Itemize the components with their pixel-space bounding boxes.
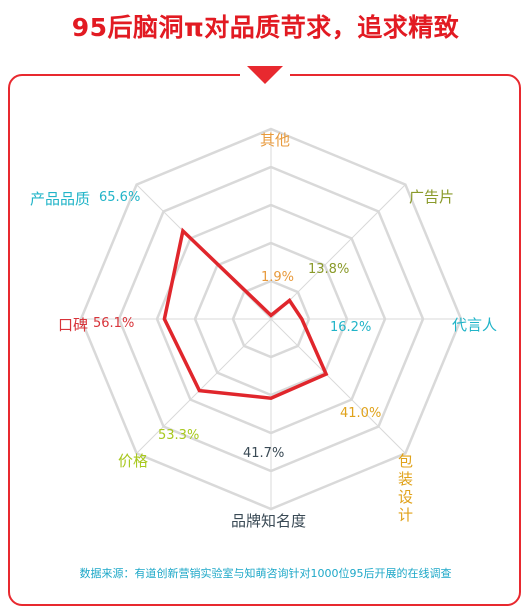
axis-label-spokesperson: 代言人: [452, 316, 498, 334]
value-label-spokesperson: 16.2%: [330, 320, 372, 335]
grid-spoke-2: [270, 184, 406, 320]
axis-label-quality: 产品品质: [30, 190, 91, 208]
grid-spoke-6: [136, 318, 272, 454]
value-label-reputation: 56.1%: [93, 316, 135, 331]
axis-label-reputation: 口碑: [58, 316, 89, 334]
value-label-brand: 41.7%: [243, 446, 285, 461]
down-triangle-icon: [247, 66, 283, 84]
page-title: 95后脑洞π对品质苛求，追求精致: [71, 13, 460, 42]
value-label-other: 1.9%: [261, 270, 295, 285]
value-label-ads: 13.8%: [308, 262, 350, 277]
axis-label-other: 其他: [260, 131, 291, 149]
value-label-packaging: 41.0%: [340, 406, 382, 421]
data-source-note: 数据来源：有道创新营销实验室与知萌咨询针对1000位95后开展的在线调查: [79, 567, 452, 580]
value-label-price: 53.3%: [158, 428, 200, 443]
axis-label-ads: 广告片: [409, 188, 455, 206]
axis-label-price: 价格: [118, 452, 149, 470]
axis-label-brand: 品牌知名度: [231, 512, 307, 530]
value-label-quality: 65.6%: [99, 190, 141, 205]
axis-label-packaging: 包装设计: [398, 452, 414, 524]
grid-spoke-4: [270, 318, 406, 454]
series-line: [162, 227, 329, 400]
